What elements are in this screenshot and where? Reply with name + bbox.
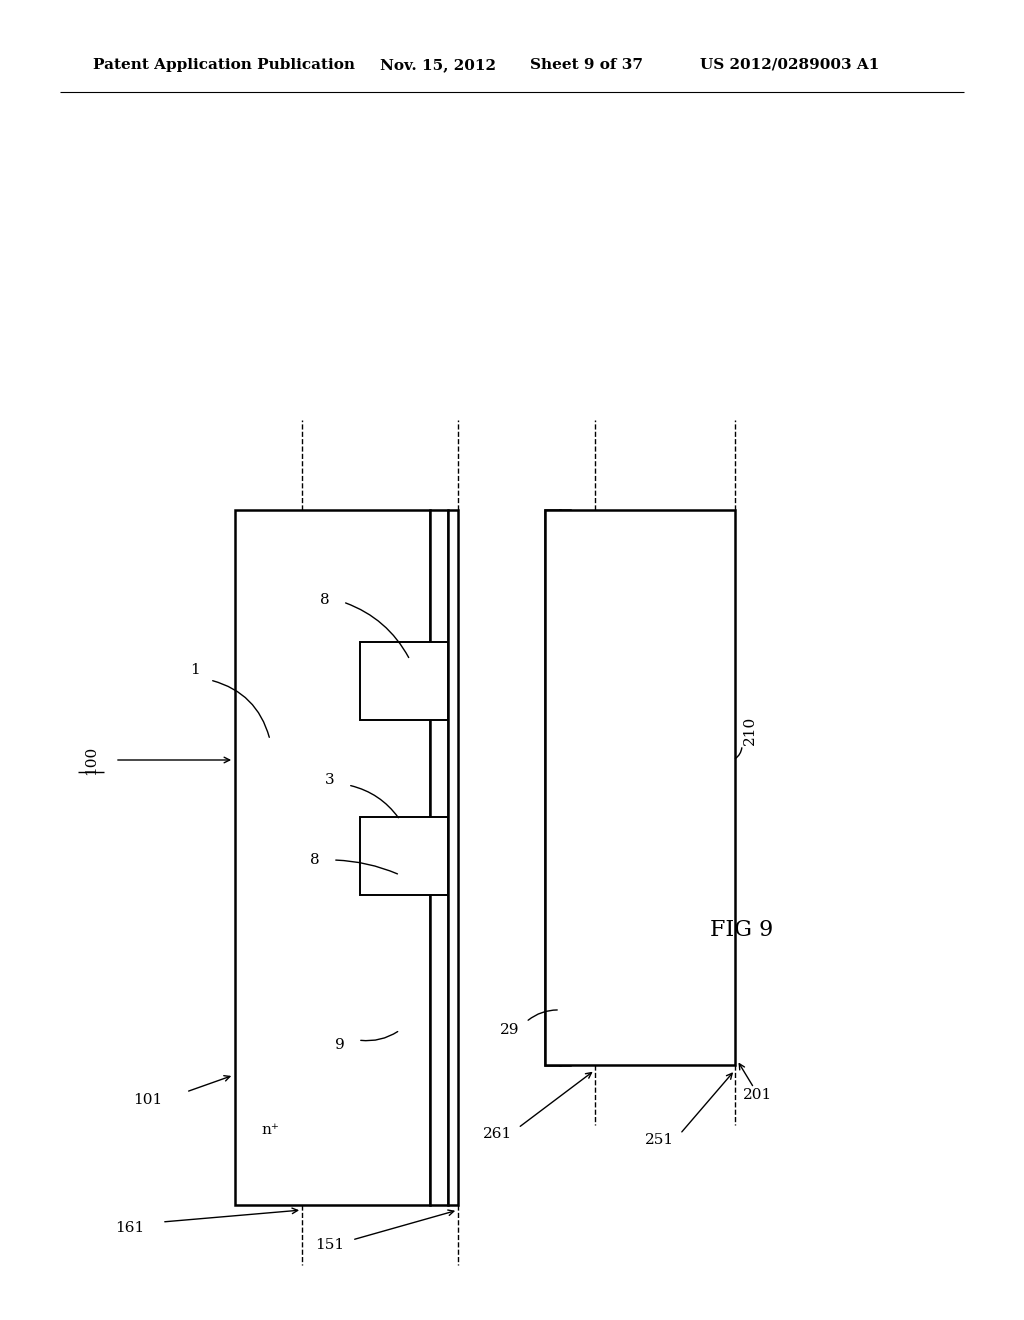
Text: Sheet 9 of 37: Sheet 9 of 37 (530, 58, 643, 73)
Bar (360, 642, 449, 719)
Text: 8: 8 (321, 593, 330, 607)
Text: 9: 9 (335, 1038, 345, 1052)
Text: 210: 210 (743, 715, 757, 744)
Text: 8: 8 (310, 853, 319, 867)
Bar (449, 510, 458, 1205)
Text: 261: 261 (483, 1127, 513, 1140)
Bar (430, 510, 449, 1205)
Text: 1: 1 (190, 663, 200, 677)
Text: 201: 201 (743, 1088, 773, 1102)
Text: Patent Application Publication: Patent Application Publication (93, 58, 355, 73)
Text: US 2012/0289003 A1: US 2012/0289003 A1 (700, 58, 880, 73)
Text: 101: 101 (133, 1093, 163, 1107)
Bar (545, 510, 560, 1065)
Bar (360, 817, 449, 895)
Bar (545, 510, 735, 1065)
Text: Nov. 15, 2012: Nov. 15, 2012 (380, 58, 496, 73)
Bar (560, 510, 570, 1065)
Bar (234, 510, 430, 1205)
Text: 151: 151 (315, 1238, 344, 1251)
Text: 251: 251 (645, 1133, 675, 1147)
Text: 100: 100 (84, 746, 98, 775)
Text: 29: 29 (501, 1023, 520, 1038)
Text: 161: 161 (116, 1221, 144, 1236)
Text: FIG 9: FIG 9 (710, 919, 773, 941)
Text: n⁺: n⁺ (261, 1123, 279, 1137)
Text: 3: 3 (326, 774, 335, 787)
